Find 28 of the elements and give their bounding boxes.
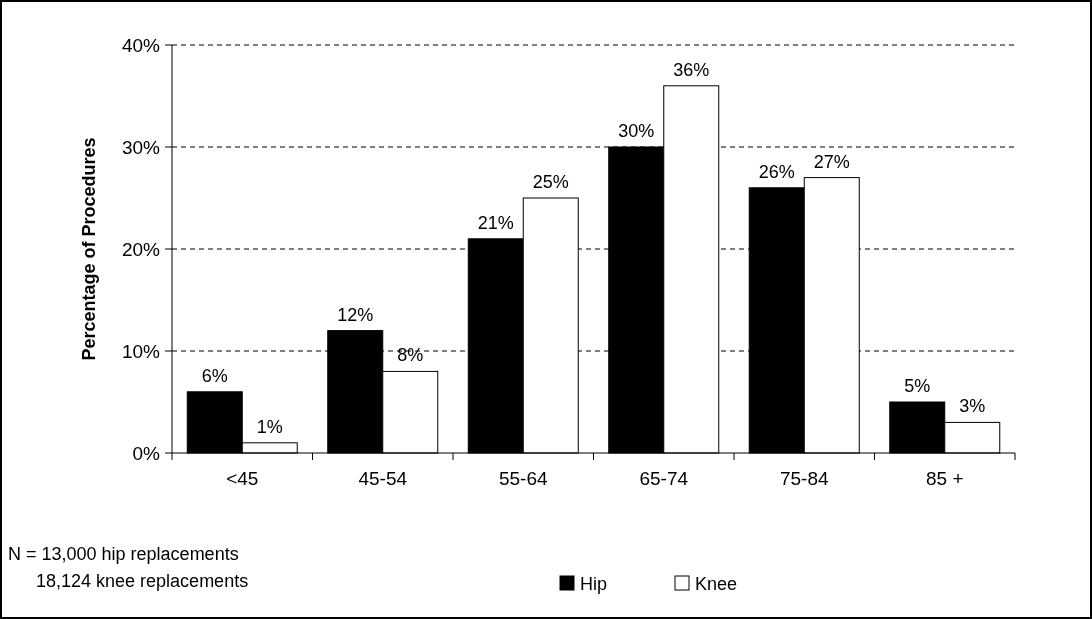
data-label: 1% <box>256 416 283 437</box>
text: N = 13,000 hip replacements <box>8 544 239 564</box>
y-axis-title: Percentage of Procedures <box>79 137 99 361</box>
x-tick-label: 75-84 <box>779 468 829 489</box>
y-tick-label: 10% <box>121 340 161 362</box>
data-label: 26% <box>758 161 795 182</box>
data-label: 3% <box>959 396 986 417</box>
legend-label: Knee <box>695 574 738 594</box>
y-tick-label: 40% <box>121 34 161 56</box>
y-tick-label: 30% <box>121 136 161 158</box>
data-label: 25% <box>532 172 569 192</box>
x-tick-label: <45 <box>226 468 259 489</box>
text: 18,124 knee replacements <box>36 571 249 591</box>
data-label: 5% <box>904 376 931 396</box>
legend-label: Hip <box>580 574 608 594</box>
data-label: 36% <box>673 59 710 80</box>
x-tick-label: 55-64 <box>498 468 548 489</box>
data-label: 27% <box>813 151 850 172</box>
data-label: 6% <box>201 365 228 386</box>
data-label: 12% <box>337 304 374 325</box>
data-label: 21% <box>477 212 514 233</box>
x-tick-label: 45-54 <box>358 468 408 489</box>
x-tick-label: 85 + <box>925 468 964 489</box>
y-tick-label: 20% <box>121 238 161 260</box>
y-tick-label: 0% <box>132 442 161 464</box>
data-label: 8% <box>397 345 424 366</box>
x-tick-label: 65-74 <box>639 468 689 489</box>
data-label: 30% <box>618 121 655 141</box>
